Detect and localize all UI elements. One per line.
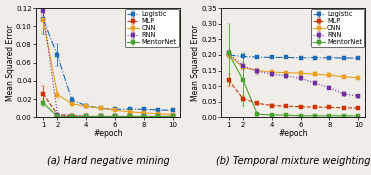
Y-axis label: Mean Squared Error: Mean Squared Error: [191, 25, 200, 101]
Y-axis label: Mean Squared Error: Mean Squared Error: [6, 25, 14, 101]
Text: (b) Temporal mixture weighting: (b) Temporal mixture weighting: [216, 156, 371, 166]
Legend: Logistic, MLP, CNN, RNN, MentorNet: Logistic, MLP, CNN, RNN, MentorNet: [125, 9, 178, 47]
Legend: Logistic, MLP, CNN, RNN, MentorNet: Logistic, MLP, CNN, RNN, MentorNet: [311, 9, 364, 47]
Text: (a) Hard negative mining: (a) Hard negative mining: [46, 156, 169, 166]
X-axis label: #epoch: #epoch: [93, 129, 123, 138]
X-axis label: #epoch: #epoch: [279, 129, 308, 138]
